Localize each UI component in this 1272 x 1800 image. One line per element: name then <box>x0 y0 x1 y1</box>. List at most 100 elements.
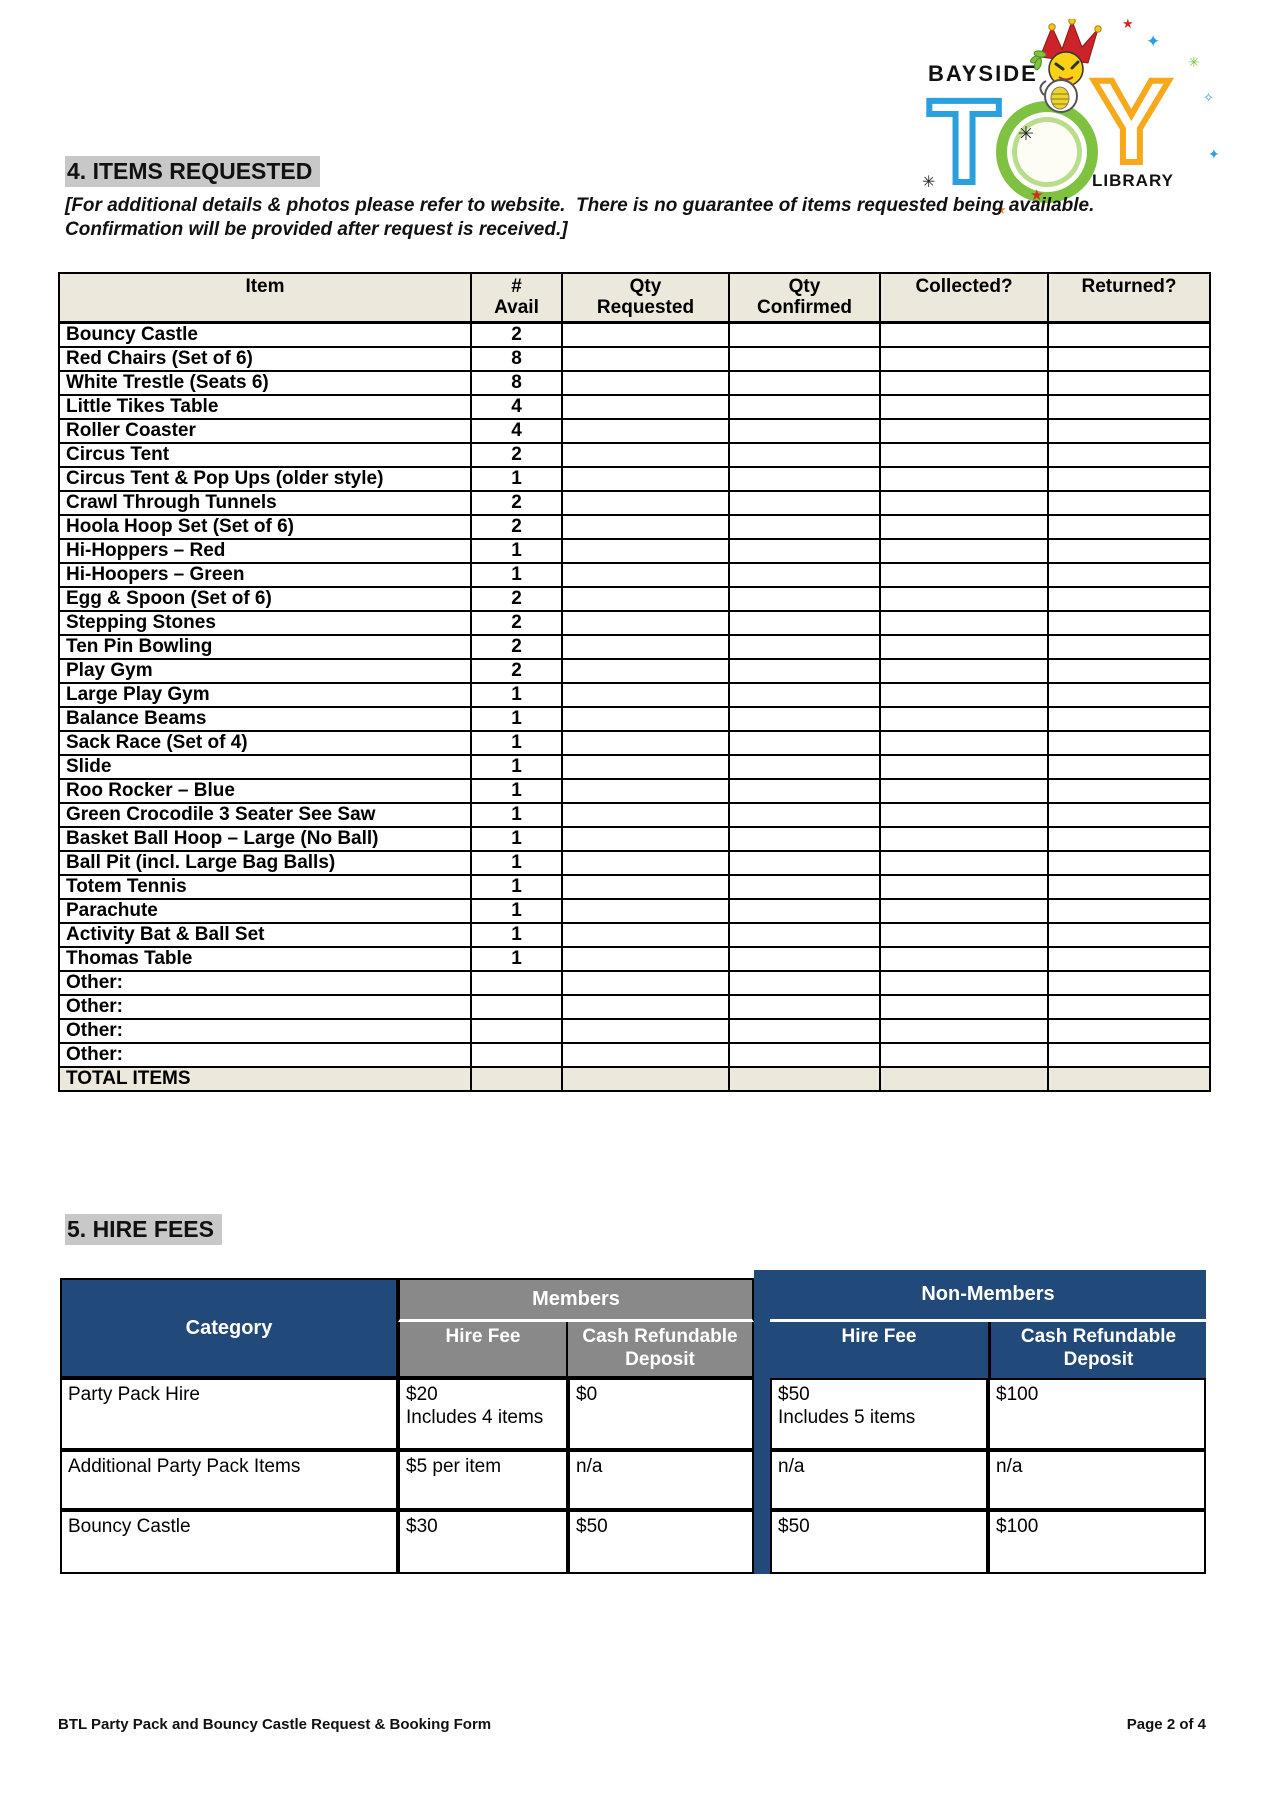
returned-cell <box>1047 826 1211 852</box>
fee-non-member-fee-cell: $50 Includes 5 items <box>770 1378 988 1450</box>
collected-cell <box>879 1042 1049 1068</box>
item-row: White Trestle (Seats 6) 8 <box>58 370 1211 396</box>
header-avail: # Avail <box>470 272 563 324</box>
collected-cell <box>879 922 1049 948</box>
returned-cell <box>1047 321 1211 348</box>
fee-non-member-deposit-cell: n/a <box>988 1450 1206 1510</box>
item-avail-cell: 1 <box>470 682 563 708</box>
fee-member-fee-cell: $20 Includes 4 items <box>398 1378 568 1450</box>
qty-confirmed-cell <box>728 778 881 804</box>
returned-cell <box>1047 754 1211 780</box>
fee-member-deposit-cell: $0 <box>568 1378 754 1450</box>
collected-cell <box>879 658 1049 684</box>
returned-cell <box>1047 970 1211 996</box>
fee-member-deposit-cell: $50 <box>568 1510 754 1574</box>
item-avail-cell: 4 <box>470 418 563 444</box>
item-row: Other: <box>58 994 1211 1020</box>
returned-cell <box>1047 658 1211 684</box>
item-name-cell: Hoola Hoop Set (Set of 6) <box>58 514 472 540</box>
item-row: Circus Tent 2 <box>58 442 1211 468</box>
item-avail-cell <box>470 994 563 1020</box>
collected-cell <box>879 442 1049 468</box>
header-qty-confirmed: Qty Confirmed <box>728 272 881 324</box>
fees-header-category: Category <box>60 1278 398 1378</box>
collected-cell <box>879 418 1049 444</box>
qty-confirmed-cell <box>728 826 881 852</box>
item-avail-cell: 8 <box>470 370 563 396</box>
qty-confirmed-cell <box>728 634 881 660</box>
qty-requested-cell <box>561 994 730 1020</box>
section4-heading-text: 4. ITEMS REQUESTED <box>65 156 321 187</box>
qty-requested-cell <box>561 634 730 660</box>
fee-non-member-fee-cell: $50 <box>770 1510 988 1574</box>
qty-requested-cell <box>561 898 730 924</box>
item-name-cell: Ball Pit (incl. Large Bag Balls) <box>58 850 472 876</box>
collected-cell <box>879 538 1049 564</box>
item-avail-cell: 1 <box>470 706 563 732</box>
item-row: Green Crocodile 3 Seater See Saw 1 <box>58 802 1211 828</box>
item-name-cell: Green Crocodile 3 Seater See Saw <box>58 802 472 828</box>
header-returned: Returned? <box>1047 272 1211 324</box>
item-row: Play Gym 2 <box>58 658 1211 684</box>
logo-library-wordmark: LIBRARY <box>1092 171 1174 190</box>
item-avail-cell <box>470 970 563 996</box>
item-name-cell: Bouncy Castle <box>58 321 472 348</box>
item-name-cell: Basket Ball Hoop – Large (No Ball) <box>58 826 472 852</box>
note-line-1: [For additional details & photos please … <box>65 195 1095 216</box>
item-name-cell: Play Gym <box>58 658 472 684</box>
item-avail-cell: 1 <box>470 850 563 876</box>
item-avail-cell: 2 <box>470 586 563 612</box>
star-icon: ✦ <box>1208 146 1220 162</box>
collected-cell <box>879 874 1049 900</box>
collected-cell <box>879 562 1049 588</box>
qty-confirmed-cell <box>728 321 881 348</box>
item-name-cell: Hi-Hoppers – Red <box>58 538 472 564</box>
collected-cell <box>879 682 1049 708</box>
item-avail-cell: 2 <box>470 442 563 468</box>
collected-cell <box>879 850 1049 876</box>
returned-cell <box>1047 490 1211 516</box>
fees-header-non-members-hire-fee: Hire Fee <box>770 1322 988 1378</box>
qty-confirmed-cell <box>728 466 881 492</box>
item-row: Red Chairs (Set of 6) 8 <box>58 346 1211 372</box>
item-name-cell: Ten Pin Bowling <box>58 634 472 660</box>
collected-cell <box>879 754 1049 780</box>
returned-cell <box>1047 682 1211 708</box>
returned-cell <box>1047 706 1211 732</box>
collected-cell <box>879 970 1049 996</box>
header-collected: Collected? <box>879 272 1049 324</box>
item-avail-cell: 2 <box>470 634 563 660</box>
items-requested-table: Item # Avail Qty Requested Qty Confirmed… <box>58 272 1211 1092</box>
collected-cell <box>879 778 1049 804</box>
returned-cell <box>1047 994 1211 1020</box>
item-row: Circus Tent & Pop Ups (older style) 1 <box>58 466 1211 492</box>
item-name-cell: Other: <box>58 970 472 996</box>
item-row: Roller Coaster 4 <box>58 418 1211 444</box>
collected-cell <box>879 370 1049 396</box>
item-row: Other: <box>58 1018 1211 1044</box>
fee-non-member-fee-cell: n/a <box>770 1450 988 1510</box>
fees-header-members-hire-fee: Hire Fee <box>398 1322 568 1378</box>
item-row: Activity Bat & Ball Set 1 <box>58 922 1211 948</box>
item-avail-cell: 2 <box>470 658 563 684</box>
qty-requested-cell <box>561 706 730 732</box>
star-icon: ✦ <box>1146 32 1161 51</box>
item-row: Hi-Hoppers – Red 1 <box>58 538 1211 564</box>
item-avail-cell: 1 <box>470 874 563 900</box>
item-name-cell: Crawl Through Tunnels <box>58 490 472 516</box>
section5-heading-text: 5. HIRE FEES <box>65 1214 222 1245</box>
collected-cell <box>879 394 1049 420</box>
star-icon: ★ <box>995 202 1007 217</box>
qty-confirmed-cell <box>728 1018 881 1044</box>
qty-requested-cell <box>561 610 730 636</box>
star-icon: ✳ <box>1188 54 1200 70</box>
item-name-cell: Other: <box>58 994 472 1020</box>
header-qty-requested: Qty Requested <box>561 272 730 324</box>
star-icon: ✧ <box>1203 90 1214 105</box>
qty-confirmed-cell <box>728 994 881 1020</box>
item-avail-cell: 2 <box>470 514 563 540</box>
item-row: Totem Tennis 1 <box>58 874 1211 900</box>
item-avail-cell: 1 <box>470 802 563 828</box>
collected-cell <box>879 898 1049 924</box>
